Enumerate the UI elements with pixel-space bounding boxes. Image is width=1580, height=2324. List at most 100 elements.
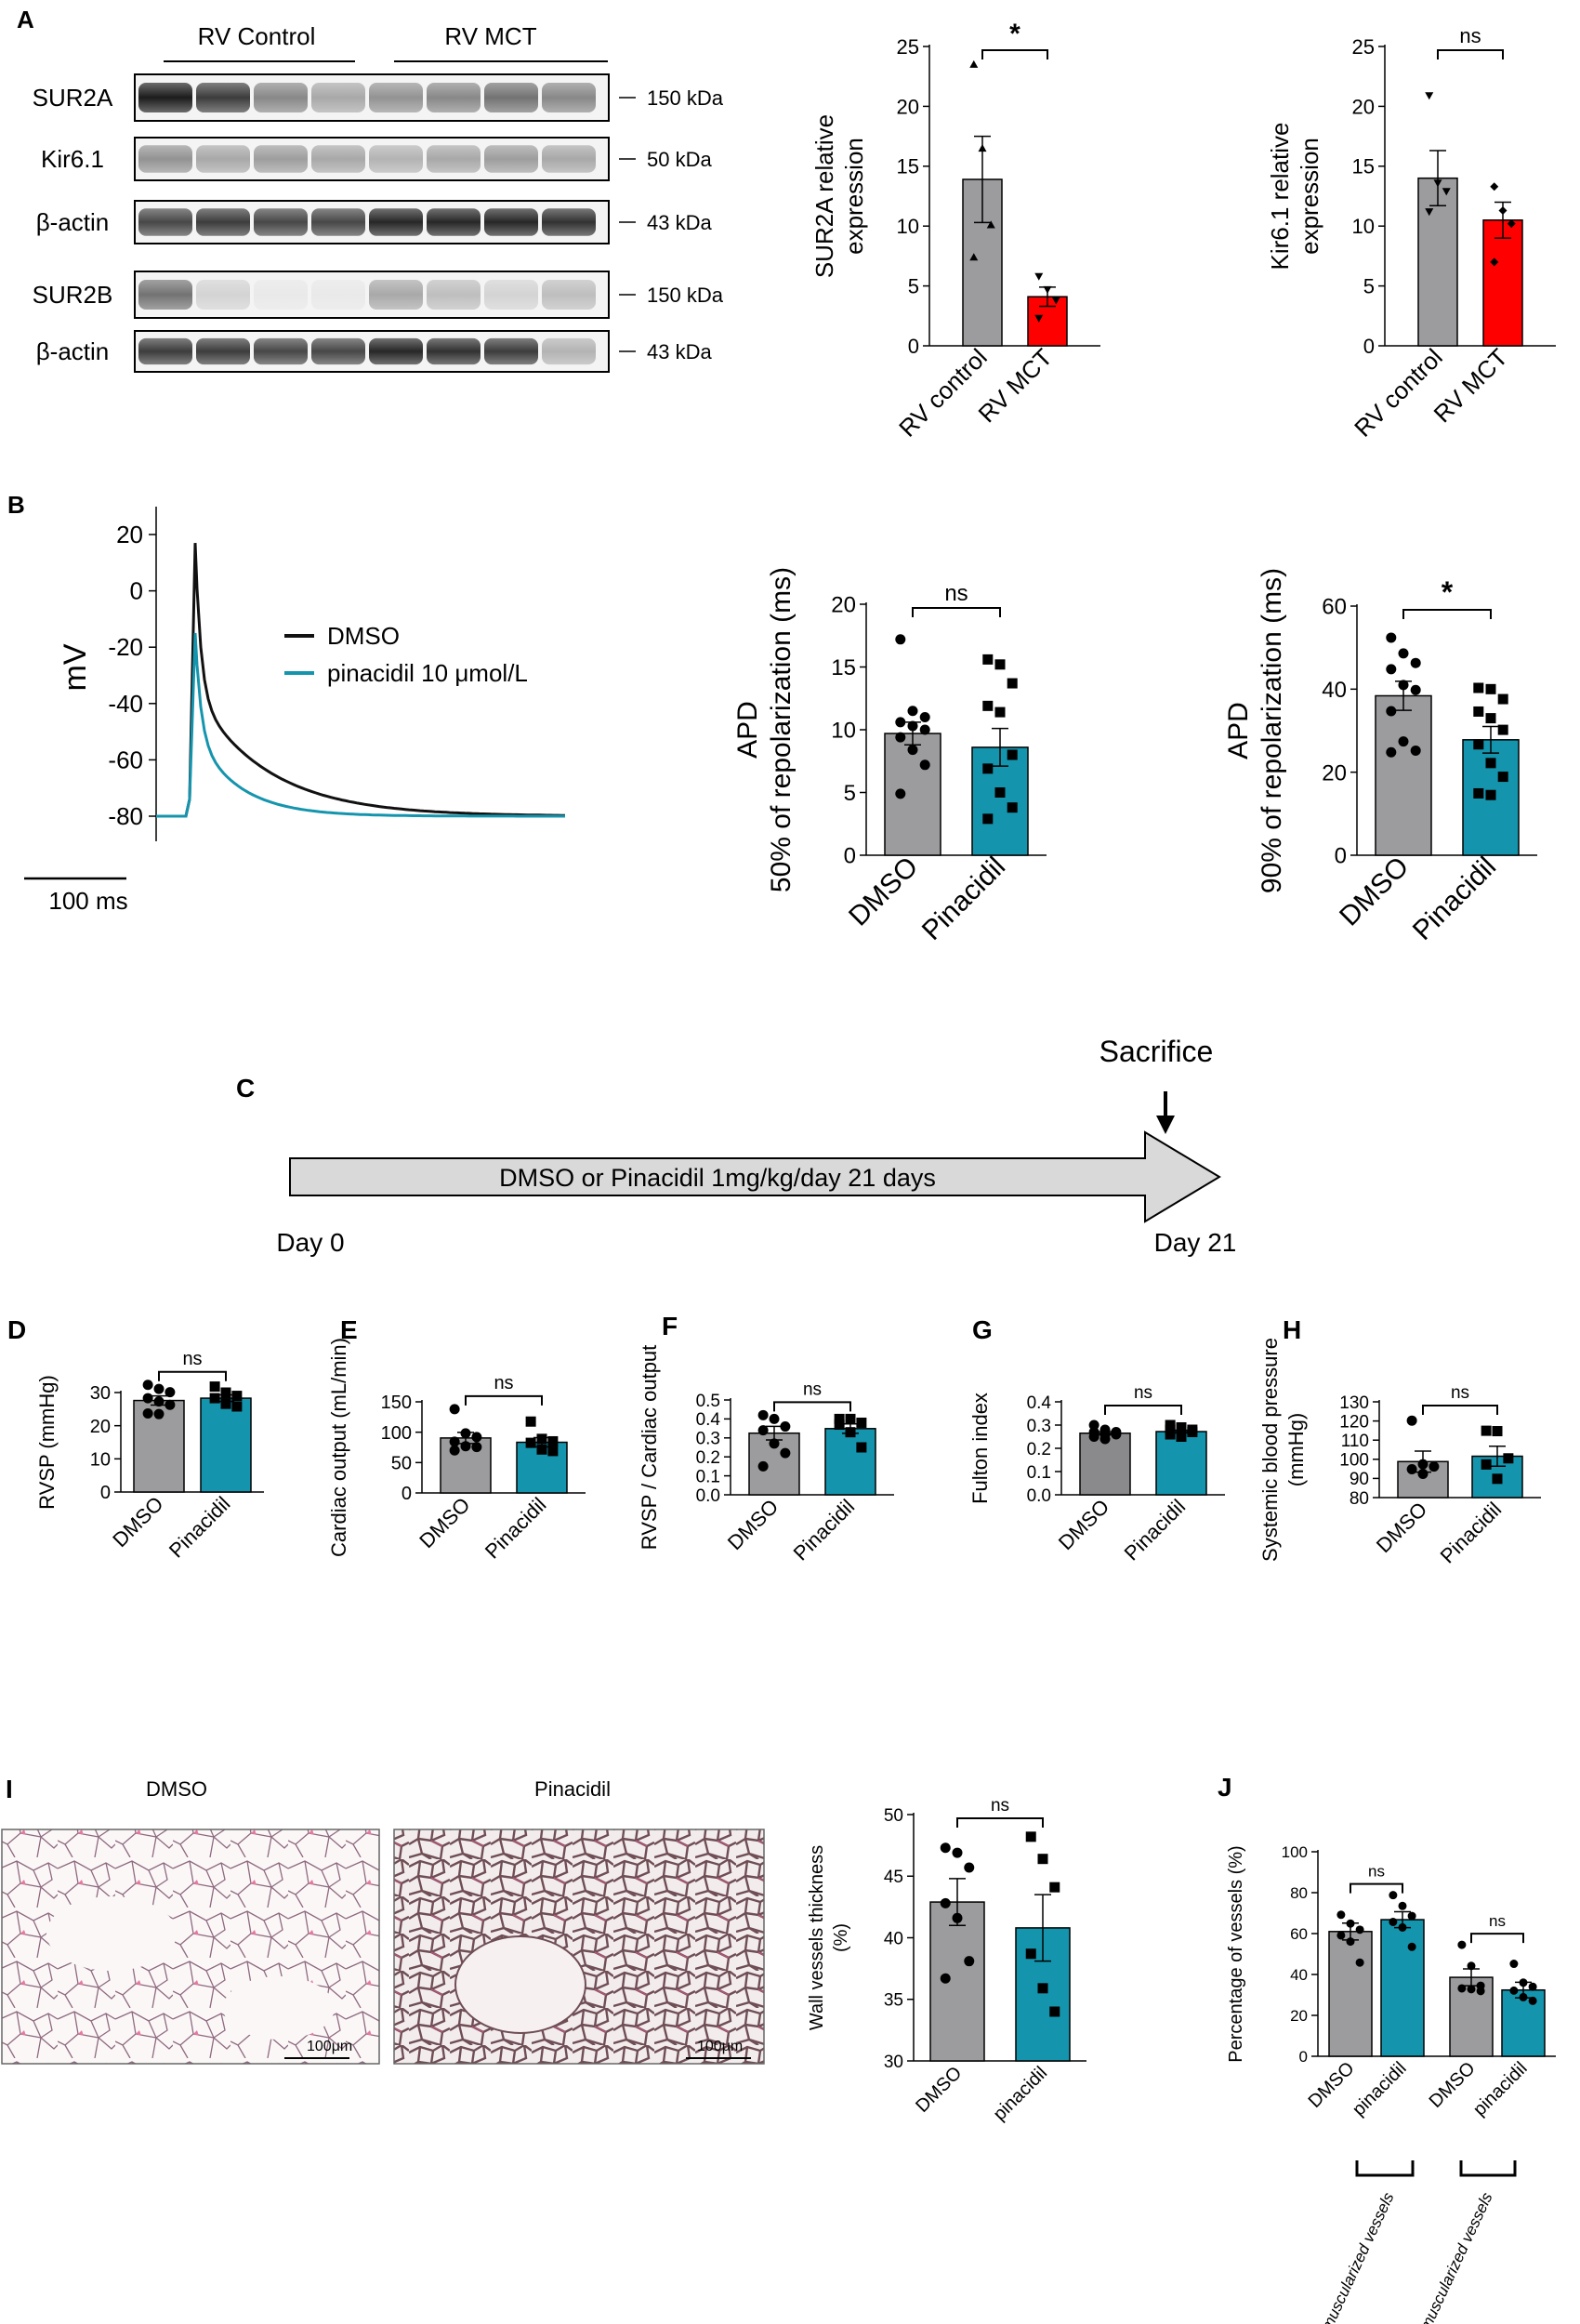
data-point xyxy=(1425,92,1434,100)
y-tick-label: 25 xyxy=(1352,35,1375,59)
data-point xyxy=(1398,736,1409,747)
panel-i-histology: I DMSO Pinacidil 100μm 100μm xyxy=(1,1775,765,2065)
y-axis-label: (mmHg) xyxy=(1284,1413,1308,1486)
data-point xyxy=(1485,789,1496,800)
bar-rv-mct xyxy=(1482,219,1523,347)
y-tick-label: 30 xyxy=(884,2053,903,2072)
blot-band xyxy=(427,83,481,112)
group-label-rv-mct: RV MCT xyxy=(444,22,536,50)
data-point xyxy=(1498,205,1508,215)
data-point xyxy=(1407,1942,1416,1951)
group-bracket-muscularized xyxy=(1459,2160,1517,2177)
data-point xyxy=(834,1419,845,1431)
data-point xyxy=(1429,1461,1440,1472)
data-point xyxy=(1088,1432,1099,1442)
blot-band xyxy=(484,208,538,236)
y-tick-label: 45 xyxy=(884,1868,903,1887)
blot-band xyxy=(254,83,308,112)
data-point xyxy=(1398,648,1409,659)
y-axis-label: APD xyxy=(732,701,763,759)
data-point xyxy=(1049,2006,1060,2017)
y-tick-label: 100 xyxy=(1282,1843,1308,1861)
blot-label-1: Kir6.1 xyxy=(41,145,104,173)
data-point xyxy=(969,253,979,261)
data-point xyxy=(978,143,987,152)
kda-label-3: 150 kDa xyxy=(647,284,724,307)
bar-dmso xyxy=(1375,694,1432,856)
x-tick-label: Pinacidil xyxy=(1120,1495,1191,1565)
data-point xyxy=(153,1396,165,1407)
significance-bracket xyxy=(1350,1882,1403,1894)
y-axis-label: (%) xyxy=(831,1923,851,1952)
data-point xyxy=(1503,1453,1514,1464)
y-axis-label: Wall vessels thickness xyxy=(807,1845,827,2030)
group-bracket-non-muscularized xyxy=(1355,2160,1415,2177)
legend-label-pinacidil: pinacidil 10 μmol/L xyxy=(327,659,528,687)
blot-band xyxy=(369,337,423,365)
data-point xyxy=(1410,657,1421,668)
bar-pinacidil xyxy=(1155,1431,1207,1496)
panel-letter-g: G xyxy=(972,1315,993,1344)
significance-label: ns xyxy=(991,1796,1009,1816)
panel-letter-j: J xyxy=(1218,1773,1232,1802)
data-point xyxy=(1051,297,1060,305)
x-tick-label: DMSO xyxy=(912,2063,966,2117)
y-tick-label: 5 xyxy=(1363,275,1375,298)
blot-band xyxy=(138,337,192,365)
data-point xyxy=(220,1387,231,1398)
y-tick-label: 0 xyxy=(100,1483,111,1503)
data-point xyxy=(220,1398,231,1409)
data-point xyxy=(895,717,906,728)
data-point xyxy=(845,1427,856,1438)
blot-band xyxy=(311,208,365,236)
blot-band xyxy=(484,337,538,365)
y-tick-label: 0.2 xyxy=(1027,1440,1051,1459)
y-axis-label: APD xyxy=(1223,702,1254,759)
data-point xyxy=(1007,749,1018,760)
blot-band xyxy=(369,83,423,112)
y-axis-label: Systemic blood pressure xyxy=(1258,1338,1282,1562)
data-point xyxy=(525,1416,536,1427)
data-point xyxy=(940,1842,951,1854)
data-point xyxy=(1485,713,1496,724)
x-tick-label: DMSO xyxy=(1372,1498,1431,1557)
y-tick-label: 50 xyxy=(884,1806,903,1826)
chart-f: 0.00.10.20.30.40.5 RVSP / Cardiac output D… xyxy=(638,1345,894,1565)
significance-label: ns xyxy=(803,1380,822,1399)
data-point xyxy=(1410,684,1421,695)
blot-band xyxy=(254,208,308,236)
data-point xyxy=(547,1446,559,1457)
data-point xyxy=(1457,1984,1467,1993)
y-tick-label: 0 xyxy=(402,1484,412,1504)
data-point xyxy=(1355,1925,1364,1934)
data-point xyxy=(952,1847,963,1858)
significance-label: * xyxy=(1442,575,1454,609)
data-point xyxy=(1034,272,1044,281)
blot-band xyxy=(254,280,308,310)
data-point xyxy=(952,1912,963,1923)
y-tick-label: 0.4 xyxy=(696,1410,721,1430)
panel-letter-e: E xyxy=(340,1315,358,1344)
significance-bracket xyxy=(981,49,1048,59)
data-point xyxy=(1528,1982,1537,1991)
panel-letter-d: D xyxy=(7,1315,26,1344)
timeline-arrow xyxy=(289,1130,1221,1223)
x-tick-label: pinacidil xyxy=(1349,2058,1411,2120)
data-point xyxy=(209,1393,220,1404)
blot-band xyxy=(427,337,481,365)
data-point xyxy=(982,654,994,665)
data-point xyxy=(1007,678,1018,689)
y-tick-label: 5 xyxy=(844,781,856,806)
y-tick-label: 0 xyxy=(1335,844,1347,869)
data-point xyxy=(964,1862,975,1873)
data-point xyxy=(1457,1940,1467,1949)
data-point xyxy=(856,1442,867,1453)
y-tick-label: 80 xyxy=(1350,1489,1369,1509)
data-point xyxy=(969,59,979,68)
legend-label-dmso: DMSO xyxy=(327,622,400,650)
data-point xyxy=(1509,1960,1519,1969)
y-tick-label: 90 xyxy=(1350,1470,1369,1489)
airspace xyxy=(46,1896,177,1971)
y-axis-label: 50% of repolarization (ms) xyxy=(766,567,797,892)
